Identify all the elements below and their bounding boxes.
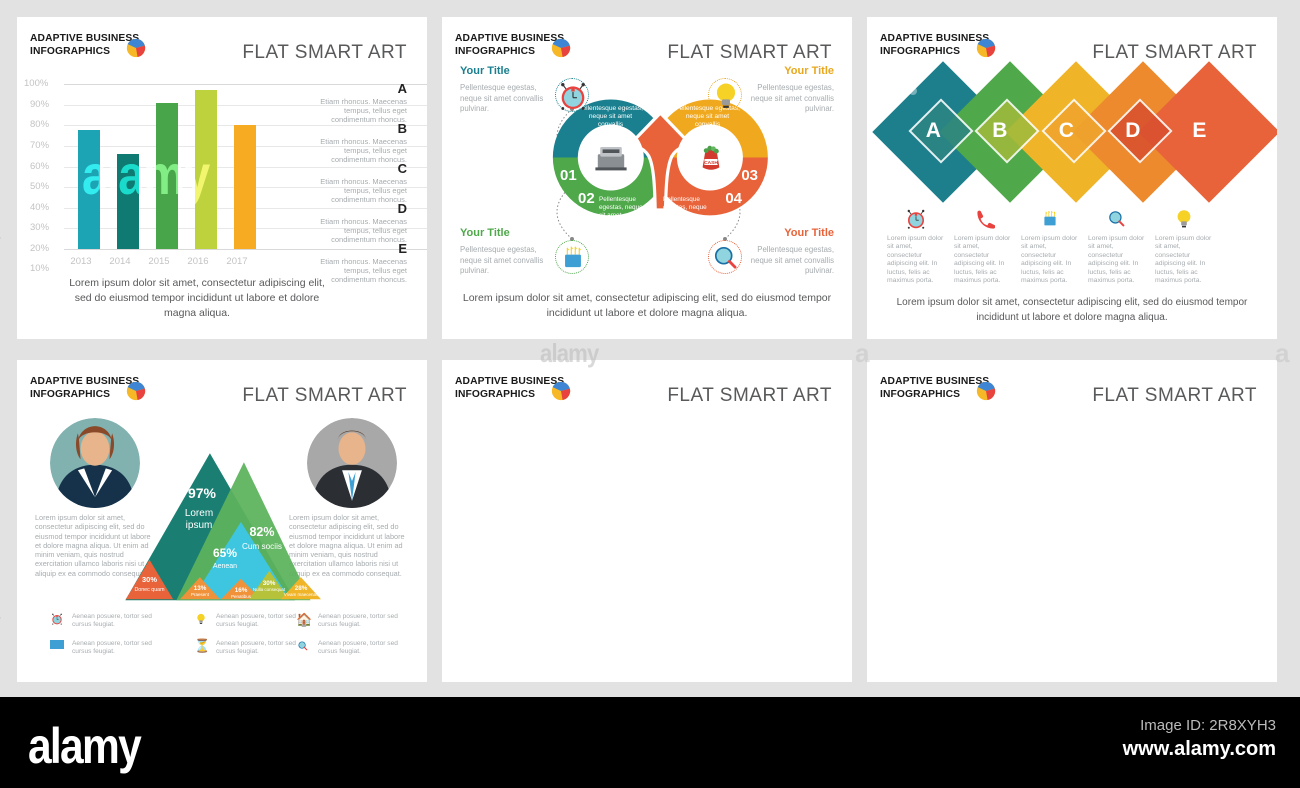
svg-text:02: 02 — [578, 190, 595, 207]
svg-text:04: 04 — [725, 190, 742, 207]
svg-text:Vivam maecenas: Vivam maecenas — [284, 592, 319, 597]
svg-text:03: 03 — [741, 167, 758, 184]
svg-text:Donec quam: Donec quam — [134, 587, 165, 593]
svg-text:16%: 16% — [235, 587, 248, 594]
svg-text:01: 01 — [560, 167, 577, 184]
svg-text:82%: 82% — [249, 525, 274, 539]
svg-text:13%: 13% — [194, 585, 207, 592]
svg-text:Penatibus: Penatibus — [231, 594, 252, 599]
svg-text:Praesent: Praesent — [191, 592, 210, 597]
svg-text:28%: 28% — [295, 585, 308, 592]
svg-text:Aenean: Aenean — [213, 563, 237, 570]
svg-text:30%: 30% — [142, 575, 157, 584]
svg-text:ipsum: ipsum — [186, 520, 213, 531]
svg-text:Lorem: Lorem — [185, 508, 213, 519]
svg-text:Cum sociis: Cum sociis — [242, 542, 282, 551]
svg-text:30%: 30% — [263, 580, 276, 587]
svg-text:Nulla consequat: Nulla consequat — [253, 587, 286, 592]
svg-text:97%: 97% — [188, 485, 217, 501]
svg-text:65%: 65% — [213, 546, 237, 560]
